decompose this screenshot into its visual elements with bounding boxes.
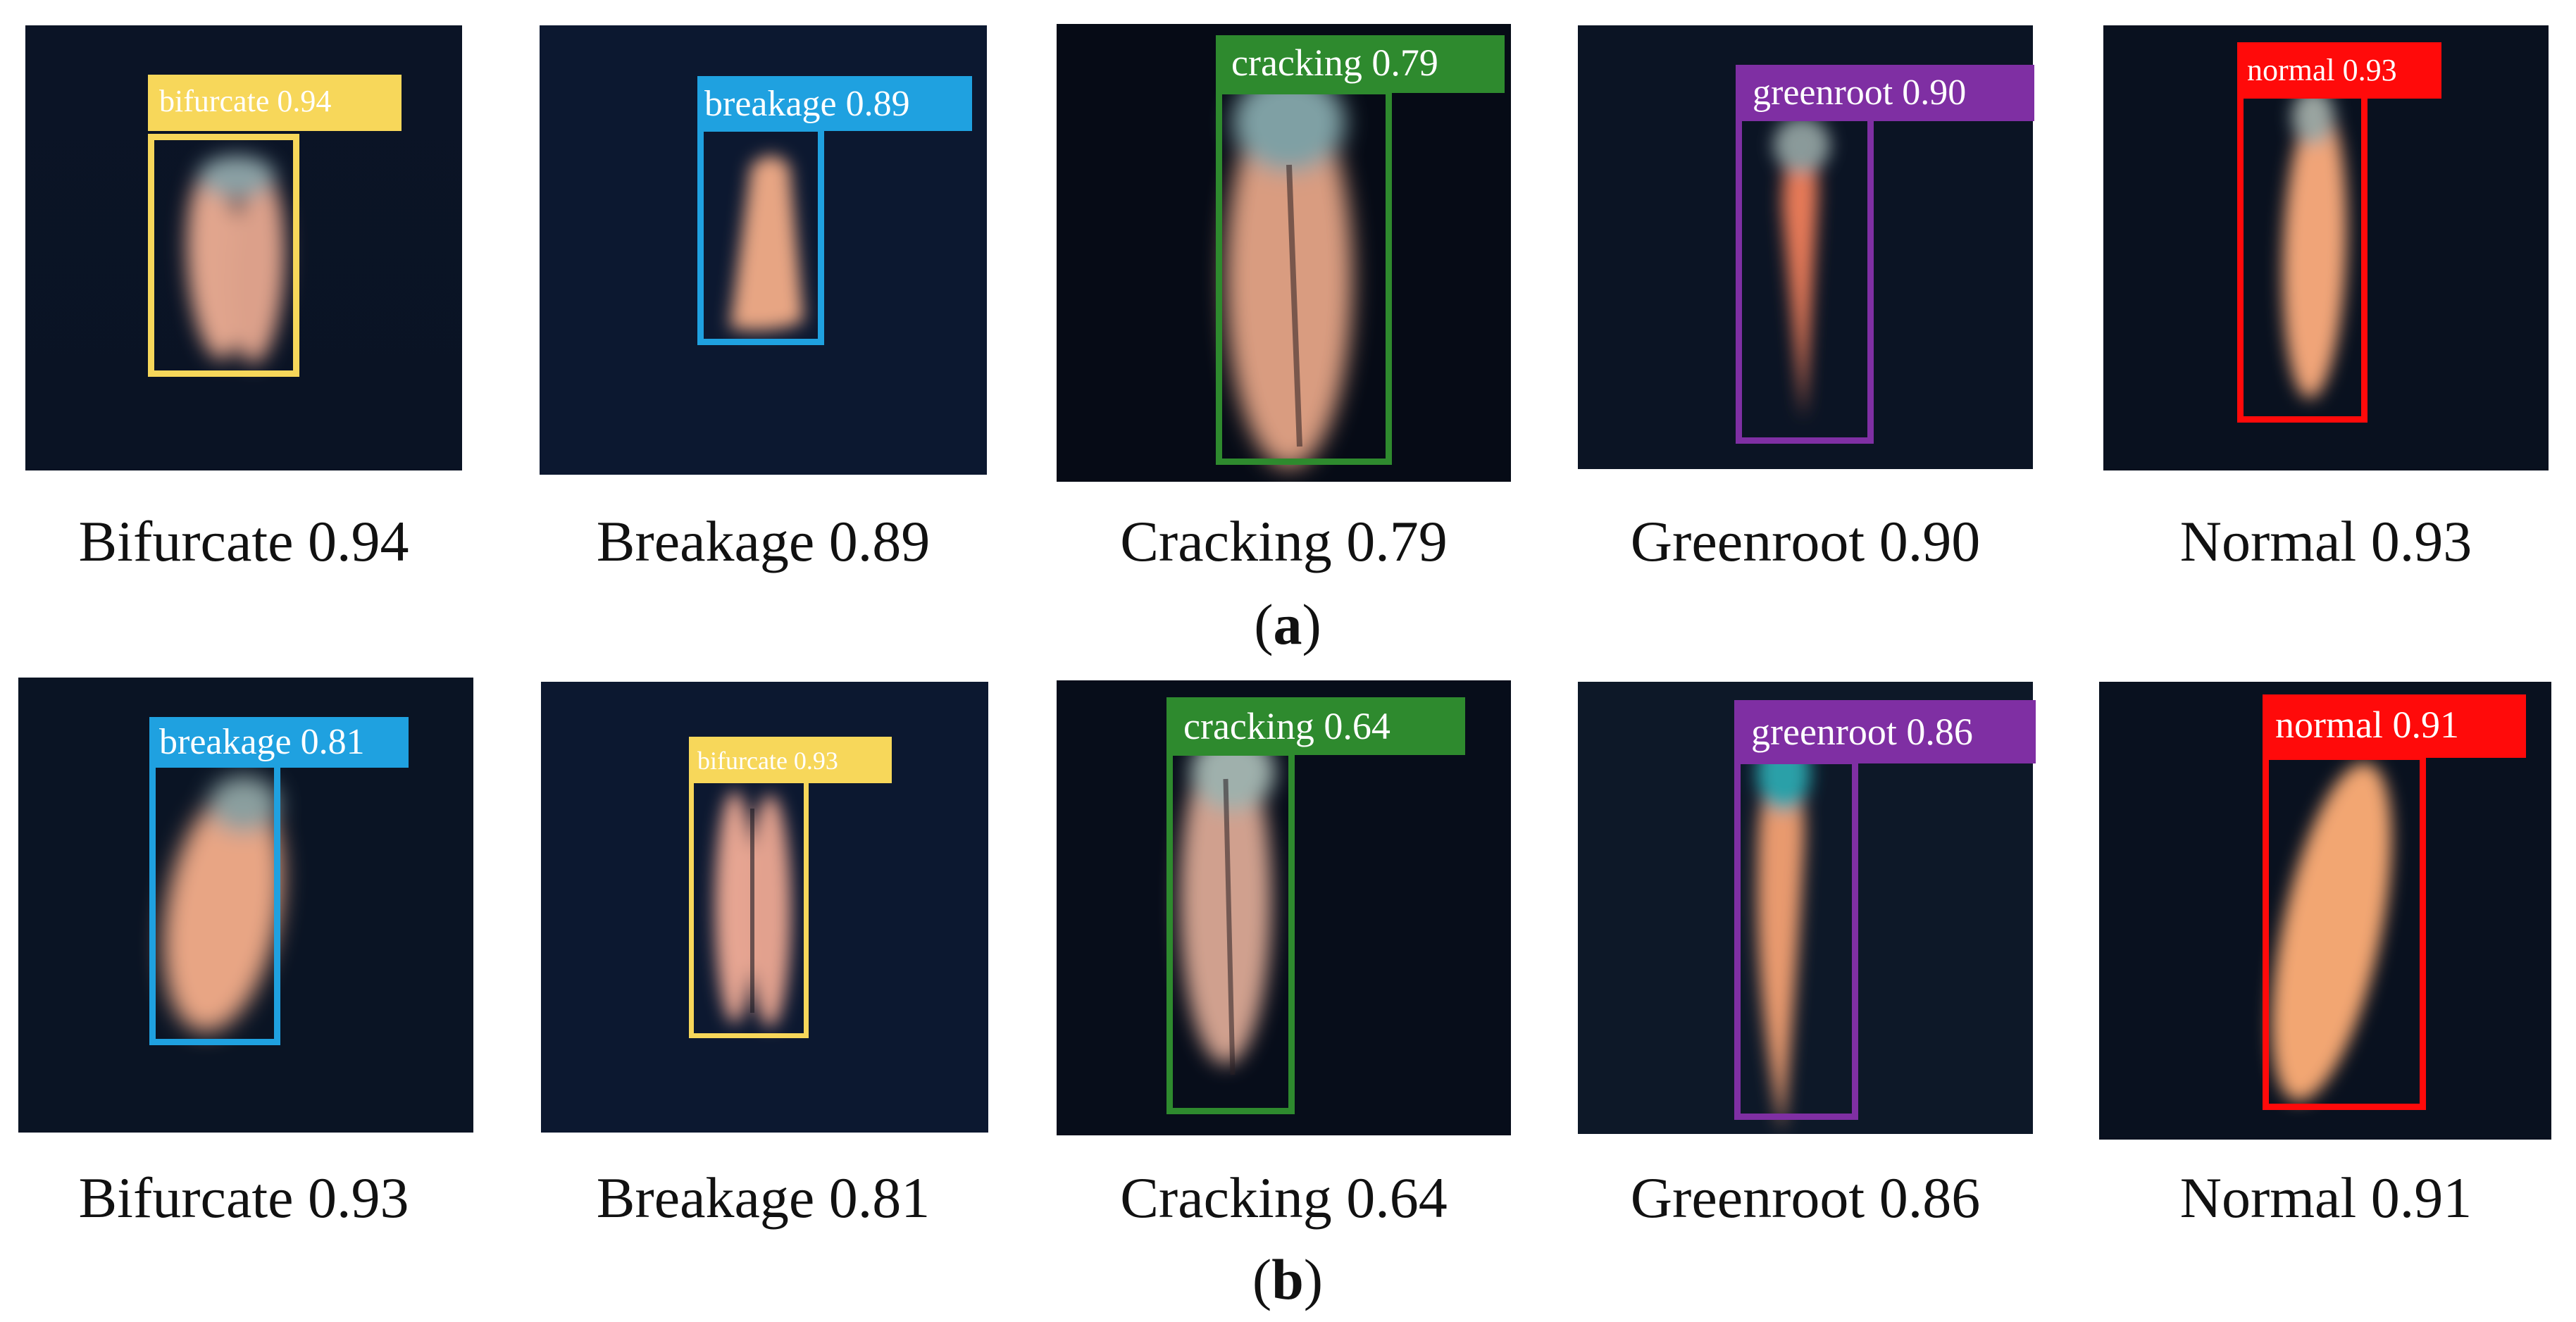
image-panel-b3 <box>1057 680 1511 1135</box>
caption-a4: Greenroot 0.90 <box>1630 509 1981 573</box>
detection-label-a5: normal 0.93 <box>2237 42 2441 99</box>
detection-box-a3 <box>1216 88 1392 465</box>
detection-label-a1: bifurcate 0.94 <box>148 75 402 131</box>
caption-b3: Cracking 0.64 <box>1120 1166 1448 1230</box>
caption-b4: Greenroot 0.86 <box>1630 1166 1981 1230</box>
detection-label-b5: normal 0.91 <box>2263 694 2526 758</box>
caption-b1: Bifurcate 0.93 <box>78 1166 409 1230</box>
carrot-photo-a3 <box>1057 24 1511 482</box>
detection-label-b1: breakage 0.81 <box>149 717 409 768</box>
detection-label-a3: cracking 0.79 <box>1216 35 1505 93</box>
caption-a3: Cracking 0.79 <box>1120 509 1448 573</box>
detection-label-b3: cracking 0.64 <box>1166 697 1465 755</box>
detection-box-b5 <box>2263 754 2426 1110</box>
subfigure-label-a: (a) <box>1254 592 1321 656</box>
caption-a1: Bifurcate 0.94 <box>78 509 409 573</box>
caption-b2: Breakage 0.81 <box>596 1166 931 1230</box>
detection-box-b2 <box>689 778 809 1038</box>
detection-label-a2: breakage 0.89 <box>697 76 972 131</box>
detection-box-b3 <box>1166 749 1295 1114</box>
carrot-photo-a5 <box>2103 25 2549 470</box>
detection-box-a5 <box>2237 92 2367 423</box>
image-panel-a3 <box>1057 24 1511 482</box>
caption-b5: Normal 0.91 <box>2179 1166 2472 1230</box>
detection-label-b4: greenroot 0.86 <box>1734 700 2036 763</box>
detection-box-a4 <box>1736 114 1874 444</box>
detection-box-b4 <box>1734 758 1858 1120</box>
carrot-photo-b3 <box>1057 680 1511 1135</box>
detection-label-b2: bifurcate 0.93 <box>689 737 892 783</box>
caption-a2: Breakage 0.89 <box>596 509 931 573</box>
detection-box-b1 <box>149 761 280 1045</box>
image-panel-a5 <box>2103 25 2549 470</box>
detection-box-a1 <box>148 134 299 377</box>
detection-box-a2 <box>697 125 824 345</box>
caption-a5: Normal 0.93 <box>2179 509 2472 573</box>
detection-label-a4: greenroot 0.90 <box>1736 65 2034 121</box>
subfigure-label-b: (b) <box>1252 1247 1324 1311</box>
